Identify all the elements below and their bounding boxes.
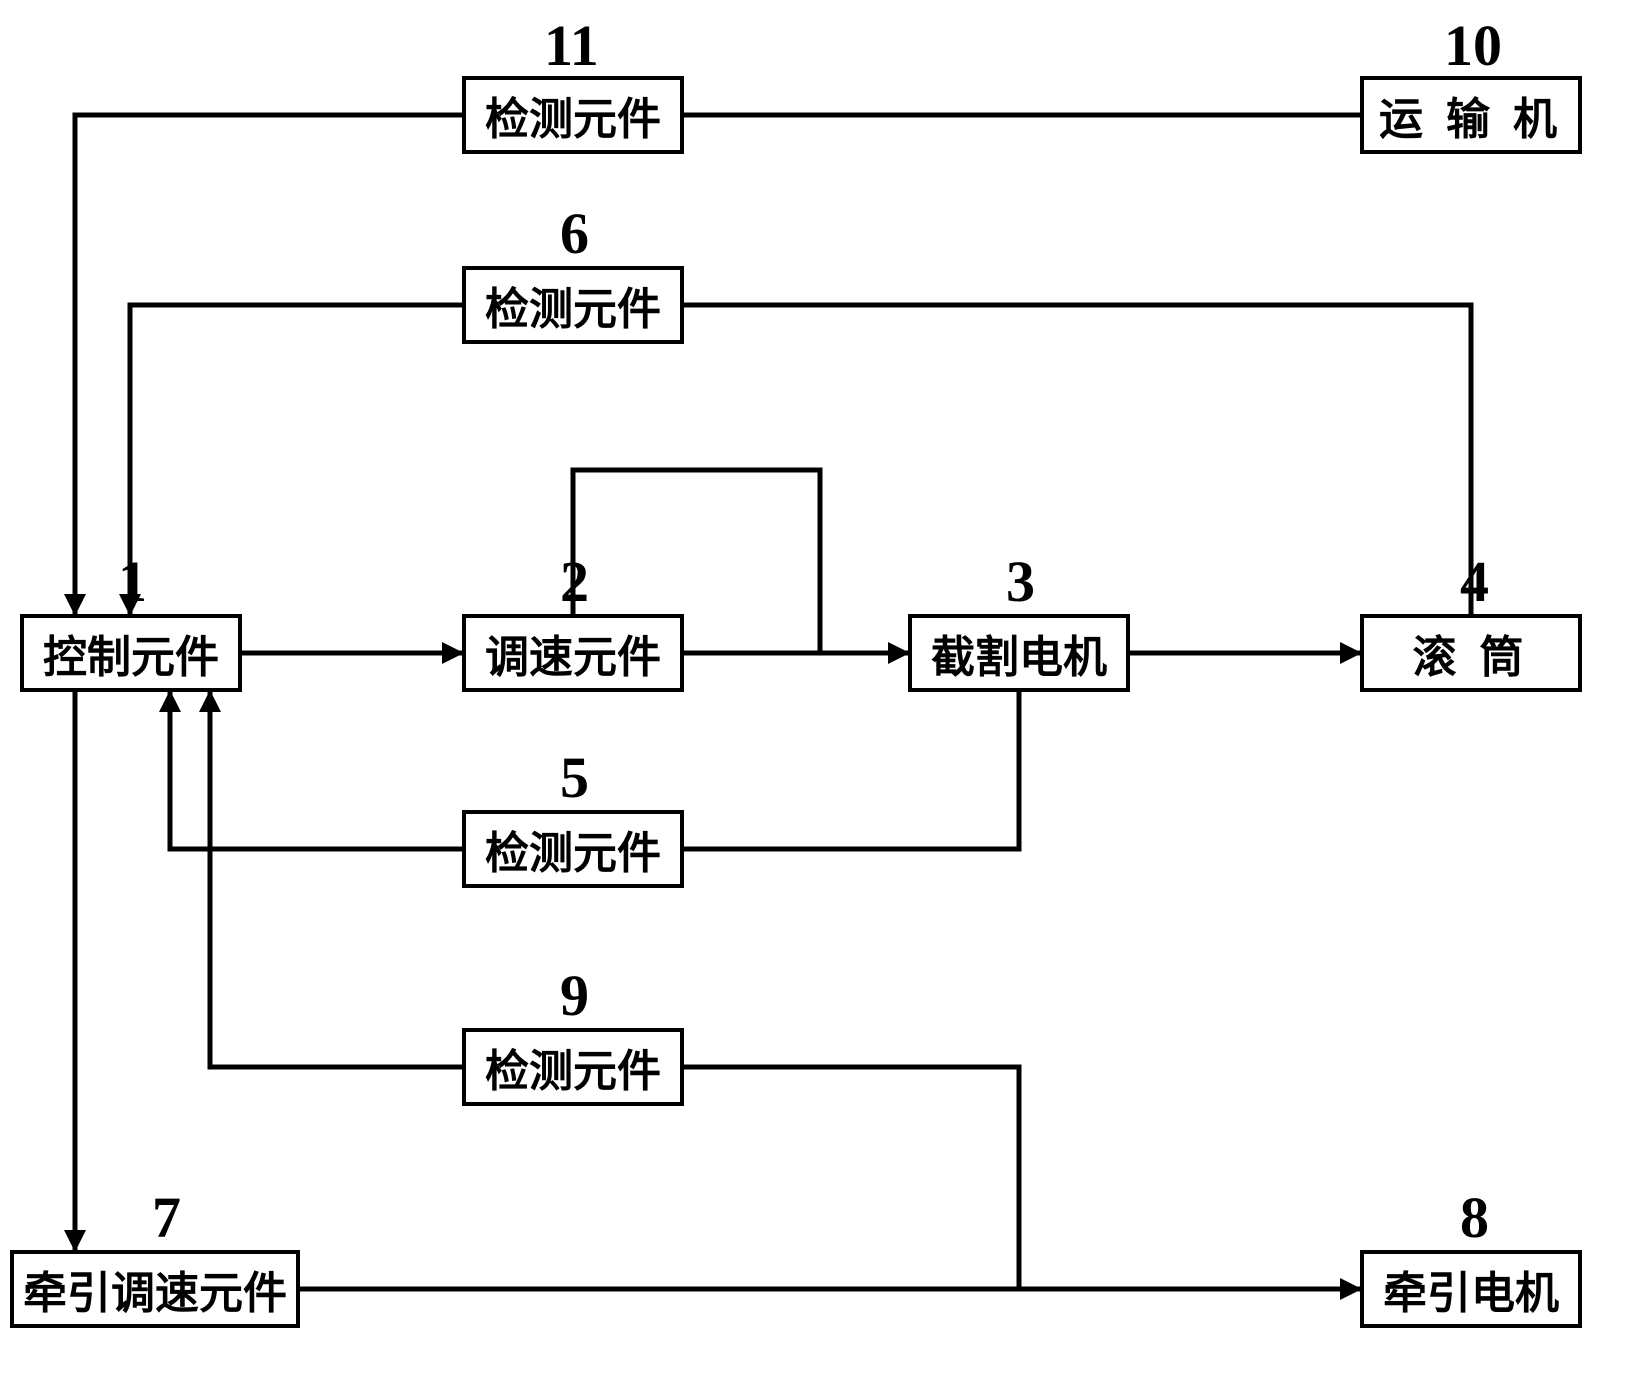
- edge: [75, 115, 462, 614]
- number-text: 2: [560, 549, 589, 614]
- node-8: 牵引电机: [1360, 1250, 1582, 1328]
- node-4: 滚 筒: [1360, 614, 1582, 692]
- node-label: 控制元件: [43, 621, 219, 685]
- node-number-10: 10: [1444, 12, 1502, 79]
- edge: [170, 692, 462, 849]
- node-number-2: 2: [560, 548, 589, 615]
- node-number-7: 7: [152, 1184, 181, 1251]
- number-text: 4: [1460, 549, 1489, 614]
- node-label: 牵引电机: [1383, 1257, 1559, 1321]
- node-label: 检测元件: [485, 83, 661, 147]
- node-number-11: 11: [544, 12, 599, 79]
- node-7: 牵引调速元件: [10, 1250, 300, 1328]
- number-text: 10: [1444, 13, 1502, 78]
- node-label: 检测元件: [485, 817, 661, 881]
- node-5: 检测元件: [462, 810, 684, 888]
- node-1: 控制元件: [20, 614, 242, 692]
- node-6: 检测元件: [462, 266, 684, 344]
- node-number-4: 4: [1460, 548, 1489, 615]
- number-text: 8: [1460, 1185, 1489, 1250]
- edge: [684, 1067, 1019, 1289]
- node-10: 运 输 机: [1360, 76, 1582, 154]
- diagram-canvas: 控制元件调速元件截割电机滚 筒检测元件检测元件牵引调速元件牵引电机检测元件运 输…: [0, 0, 1628, 1398]
- edges-layer: [0, 0, 1628, 1398]
- node-label: 滚 筒: [1413, 621, 1530, 685]
- node-number-8: 8: [1460, 1184, 1489, 1251]
- node-number-5: 5: [560, 744, 589, 811]
- node-number-9: 9: [560, 962, 589, 1029]
- edge: [130, 305, 462, 614]
- node-label: 运 输 机: [1379, 83, 1563, 147]
- node-number-6: 6: [560, 200, 589, 267]
- number-text: 7: [152, 1185, 181, 1250]
- edge: [210, 692, 462, 1067]
- node-number-1: 1: [118, 548, 147, 615]
- node-2: 调速元件: [462, 614, 684, 692]
- number-text: 1: [118, 549, 147, 614]
- node-label: 检测元件: [485, 1035, 661, 1099]
- node-number-3: 3: [1006, 548, 1035, 615]
- number-text: 6: [560, 201, 589, 266]
- node-3: 截割电机: [908, 614, 1130, 692]
- number-text: 3: [1006, 549, 1035, 614]
- node-label: 截割电机: [931, 621, 1107, 685]
- node-9: 检测元件: [462, 1028, 684, 1106]
- edge: [684, 692, 1019, 849]
- node-11: 检测元件: [462, 76, 684, 154]
- node-label: 牵引调速元件: [23, 1257, 287, 1321]
- number-text: 5: [560, 745, 589, 810]
- number-text: 11: [544, 13, 599, 78]
- edge: [684, 305, 1471, 614]
- node-label: 检测元件: [485, 273, 661, 337]
- node-label: 调速元件: [485, 621, 661, 685]
- number-text: 9: [560, 963, 589, 1028]
